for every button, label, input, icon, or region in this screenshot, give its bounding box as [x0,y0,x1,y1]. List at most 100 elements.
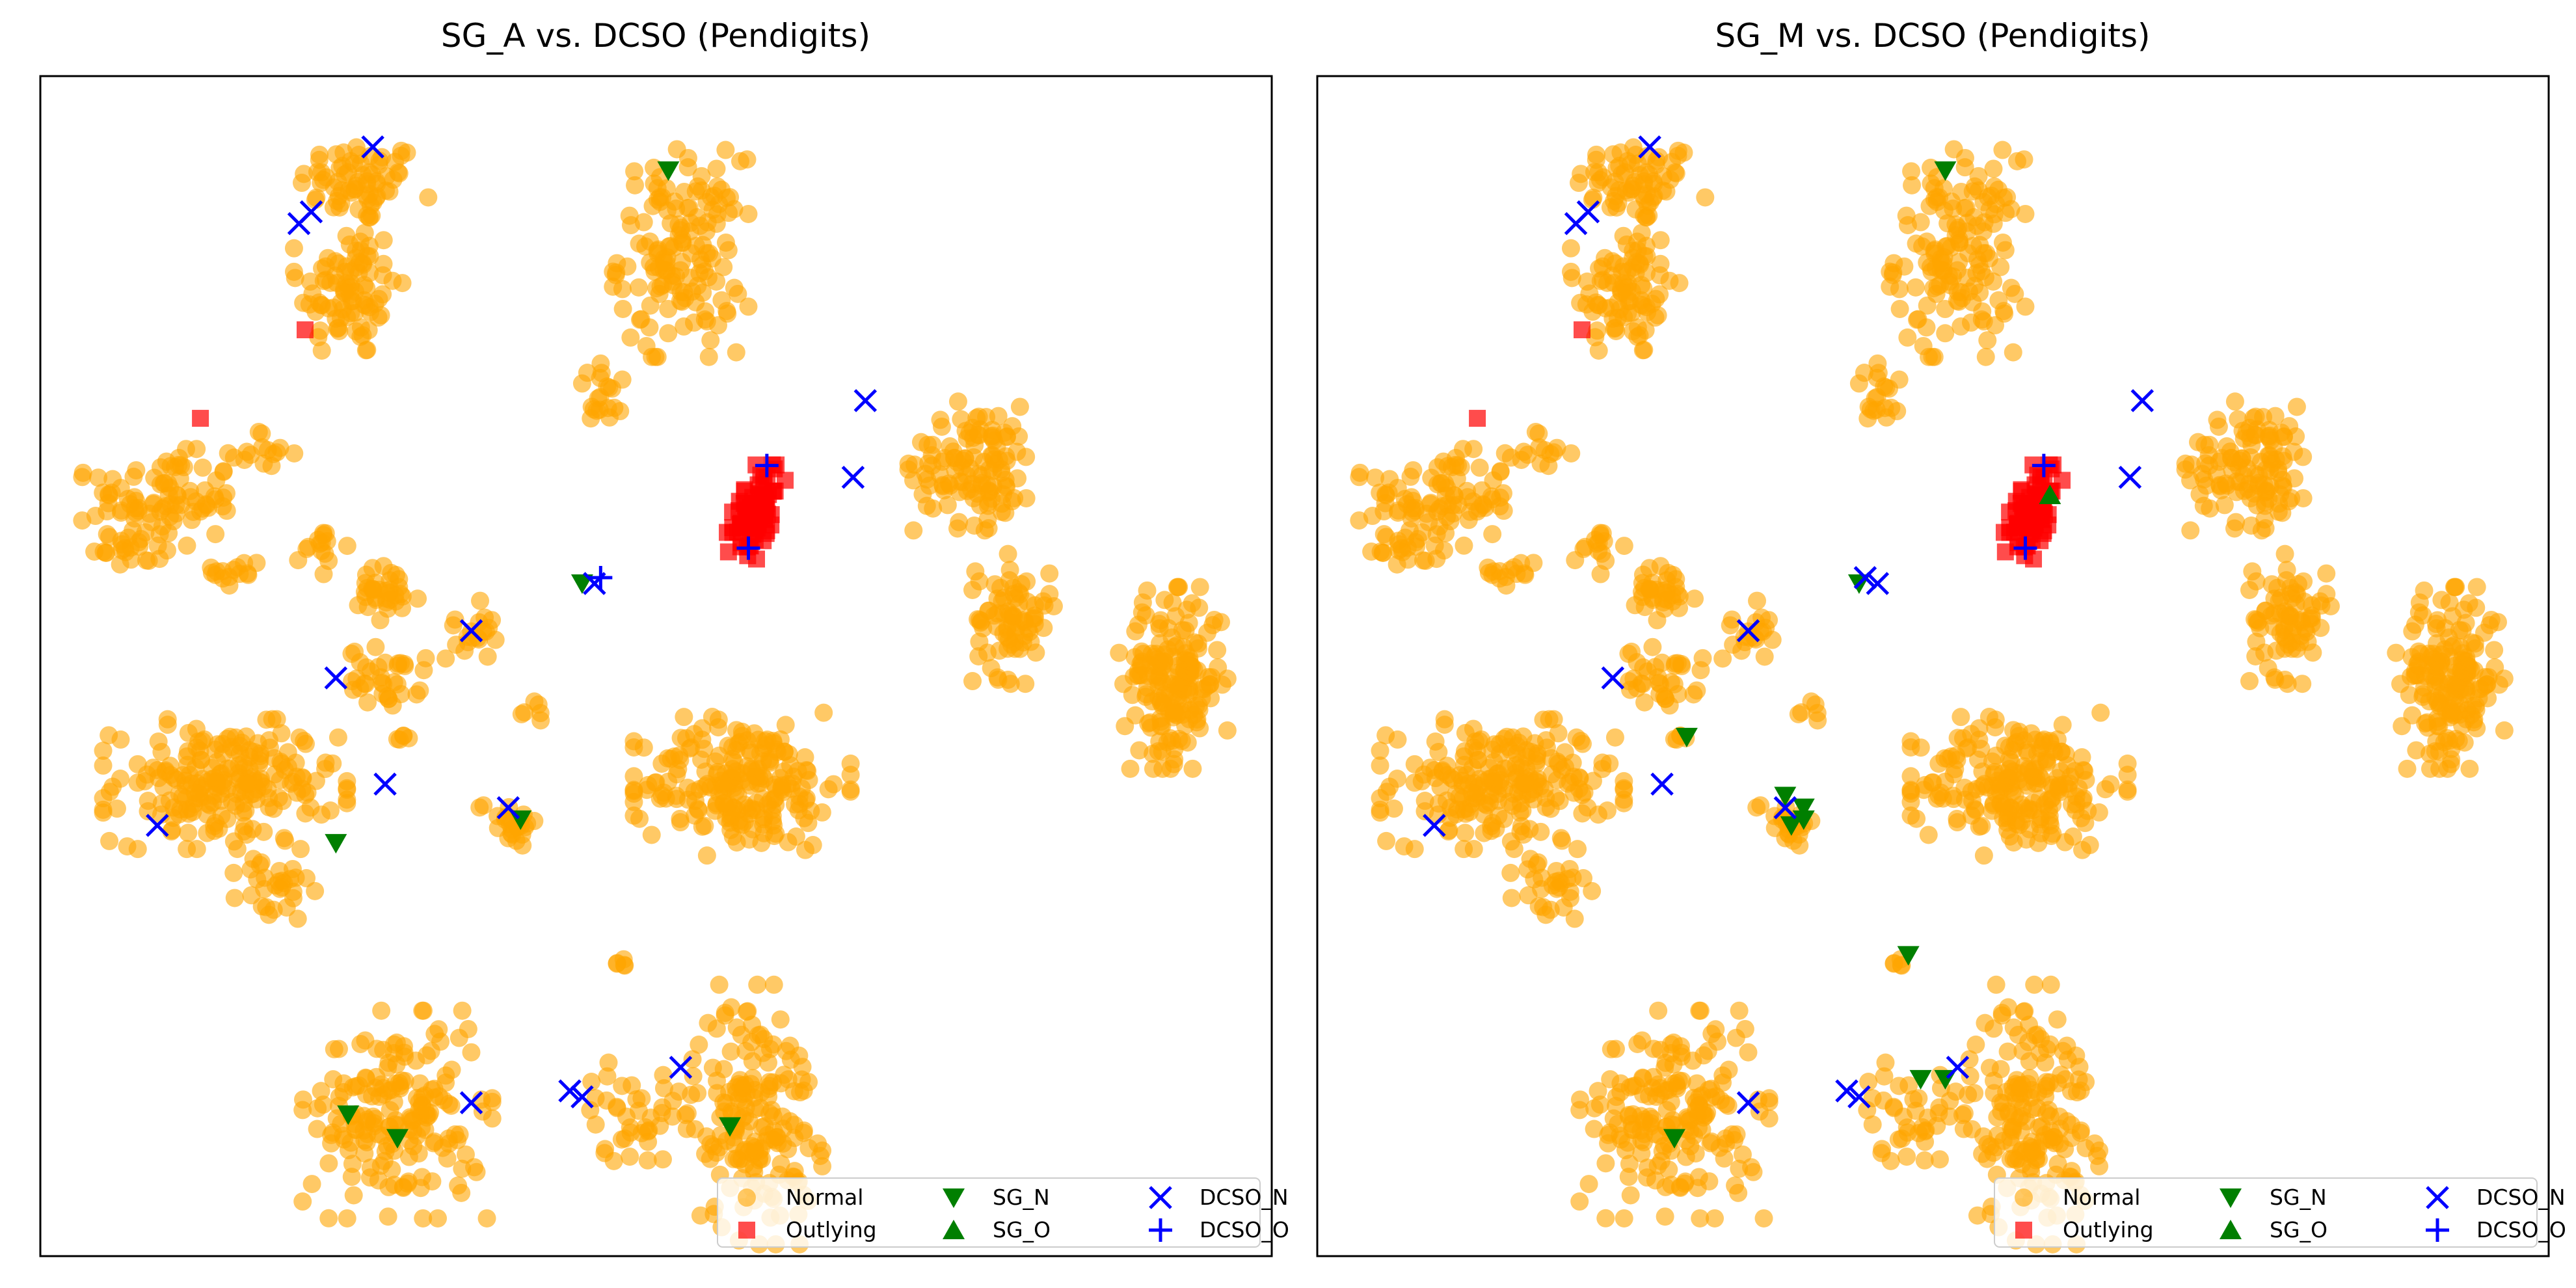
normal-point [717,809,736,827]
normal-point [471,591,490,610]
normal-point [710,746,729,765]
normal-point [598,1067,617,1086]
normal-point [2063,827,2082,846]
normal-point [1984,1144,2003,1162]
normal-point [1110,643,1129,662]
normal-point [1931,261,1950,280]
normal-point [1563,269,1581,288]
normal-point [2295,593,2314,611]
normal-point [374,231,393,250]
normal-point [478,647,497,666]
normal-point [351,232,369,251]
sg-n-point [657,161,680,181]
normal-point [1685,589,1704,608]
normal-point [2227,513,2246,531]
normal-point [1484,471,1503,490]
normal-point [1200,675,1219,694]
normal-point [1890,299,1909,318]
normal-point [477,1209,496,1228]
normal-point [306,771,325,790]
normal-point [1863,1115,1882,1134]
normal-point [621,1118,639,1137]
normal-point [377,181,396,200]
normal-point [353,326,372,345]
normal-point [738,150,757,169]
normal-point [1670,274,1689,293]
normal-point [803,836,822,855]
normal-point [2020,1137,2039,1156]
normal-point [1632,276,1651,295]
legend: Normal Outlying SG_N SG_O DCSO_N DCSO_O [1994,1177,2566,1248]
normal-point [397,143,416,162]
normal-point [224,863,243,882]
normal-point [373,285,392,304]
normal-point [384,1044,403,1063]
normal-point [2257,460,2275,479]
normal-point [790,794,809,813]
normal-point [690,1035,708,1054]
dcso-n-point [853,389,878,412]
normal-point [1984,159,2003,178]
normal-point [74,463,92,482]
normal-point [338,771,356,790]
normal-point [1168,578,1187,597]
normal-point [1962,782,1981,801]
normal-point [1149,742,1168,760]
dcso-n-point [1736,619,1760,643]
normal-point [980,460,999,479]
normal-point [308,1120,327,1138]
normal-point [1961,1067,1979,1086]
normal-point [1208,641,1227,660]
normal-point [1721,616,1739,635]
normal-point [1565,909,1584,928]
normal-point [321,801,340,820]
normal-point [419,188,438,207]
legend-marker-dcso-o [1149,1218,1172,1242]
normal-point [94,789,113,808]
normal-point [1661,1044,1680,1063]
normal-point [2080,836,2099,855]
legend: Normal Outlying SG_N SG_O DCSO_N DCSO_O [717,1177,1289,1248]
normal-point [1989,291,2008,310]
normal-point [1596,1154,1615,1173]
normal-point [625,162,644,181]
normal-point [693,256,712,275]
legend-box [717,1177,1261,1248]
legend-label-sg-n: SG_N [993,1185,1050,1210]
normal-point [1965,208,1983,227]
normal-point [1601,1070,1620,1089]
normal-point [963,672,982,691]
normal-point [1021,632,1040,651]
normal-point [1567,728,1586,747]
normal-point [414,661,433,680]
normal-point [1453,440,1472,459]
normal-point [319,1154,338,1173]
dcso-n-point [2118,465,2142,489]
normal-point [2432,591,2451,610]
normal-point [1040,564,1059,583]
normal-point [970,632,989,651]
dcso-n-point [570,1085,594,1108]
normal-point [1414,551,1432,570]
normal-point [394,727,413,745]
normal-point [1183,594,1201,613]
normal-point [703,708,721,727]
normal-point [1876,1053,1895,1072]
normal-point [1654,589,1672,608]
normal-point [1885,254,1903,273]
normal-point [996,503,1015,522]
normal-point [351,1034,370,1053]
normal-point [418,1046,436,1065]
normal-point [317,168,336,187]
normal-point [1691,661,1710,680]
normal-point [329,1040,348,1058]
normal-point [688,208,706,227]
normal-point [2275,618,2294,637]
normal-point [711,1126,730,1145]
normal-point [917,496,936,515]
normal-point [2209,417,2228,436]
normal-point [178,840,196,859]
normal-point [2293,675,2312,693]
normal-point [708,1071,727,1090]
normal-point [1651,231,1670,250]
